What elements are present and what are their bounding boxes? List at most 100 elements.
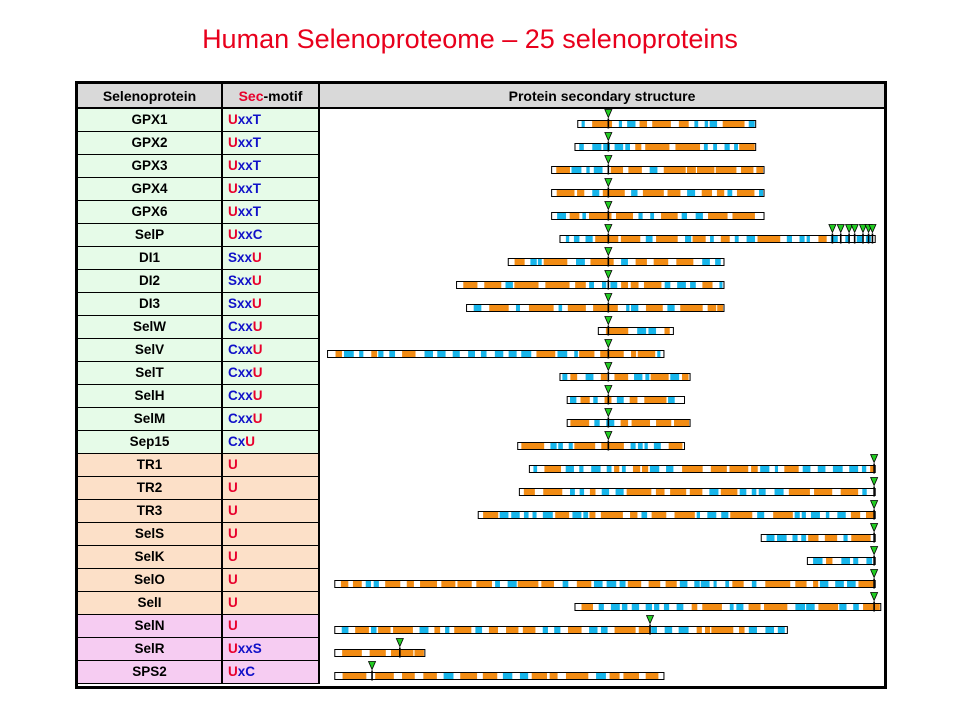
strand-segment [601,282,607,288]
helix-segment [589,489,596,495]
helix-segment [342,673,367,679]
protein-bar-outline [477,511,876,519]
strand-segment [610,282,618,288]
header-motif-label: -motif [263,88,303,104]
strand-segment [618,121,623,127]
helix-segment [824,535,838,541]
helix-segment [393,627,413,633]
selenoprotein-name: Sep15 [78,431,223,454]
helix-segment [614,466,620,472]
strand-segment [654,604,660,610]
sec-motif: UxxT [223,109,320,132]
sec-marker-icon [604,201,613,211]
helix-segment [378,627,391,633]
strand-segment [631,604,640,610]
strand-segment [694,581,700,587]
protein-bar-outline [566,396,686,404]
strand-segment [825,512,830,518]
helix-segment [371,351,378,357]
strand-segment [468,351,475,357]
strand-segment [593,397,598,403]
strand-segment [774,466,779,472]
structure-row [334,661,665,681]
strand-segment [713,144,718,150]
strand-segment [792,535,798,541]
strand-segment [670,374,680,380]
sec-motif: U [223,500,320,523]
helix-segment [715,167,737,173]
helix-segment [602,190,625,196]
strand-segment [621,604,628,610]
protein-bar-outline [327,350,665,358]
strand-segment [649,466,660,472]
strand-segment [794,512,800,518]
helix-segment [732,581,744,587]
strand-segment [625,144,630,150]
helix-segment [704,627,711,633]
helix-segment [818,604,839,610]
strand-segment [579,466,584,472]
strand-segment [511,512,520,518]
strand-segment [614,144,624,150]
strand-segment [591,466,601,472]
helix-segment [544,466,562,472]
helix-segment [701,190,713,196]
helix-segment [642,190,664,196]
header-sec-motif: Sec-motif [223,84,320,109]
strand-segment [365,581,372,587]
header-sec-label: Sec [238,88,264,104]
strand-segment [802,466,811,472]
strand-segment [866,558,873,564]
selenoprotein-name: SelH [78,385,223,408]
strand-segment [619,581,626,587]
strand-segment [862,489,867,495]
strand-segment [499,512,509,518]
helix-segment [600,351,624,357]
protein-bar-outline [559,373,691,381]
helix-segment [665,581,677,587]
structure-row [566,385,686,405]
helix-segment [628,167,642,173]
strand-segment [679,581,688,587]
helix-segment [650,374,669,380]
helix-segment [652,121,671,127]
helix-segment [631,420,651,426]
strand-segment [569,397,577,403]
selenoprotein-name: SelT [78,362,223,385]
structure-row [760,523,879,543]
helix-segment [738,627,745,633]
sec-motif: CxxU [223,385,320,408]
helix-segment [708,213,728,219]
helix-segment [574,443,596,449]
helix-segment [756,167,764,173]
helix-segment [655,489,665,495]
strand-segment [592,190,600,196]
strand-segment [703,144,708,150]
helix-segment [476,581,493,587]
helix-segment [757,236,781,242]
selenoprotein-name: SelM [78,408,223,431]
protein-bar-outline [334,649,426,657]
helix-segment [645,673,659,679]
selenoprotein-name: SelO [78,569,223,592]
selenoprotein-name: SelV [78,339,223,362]
protein-bar-fill [598,327,674,335]
selenoprotein-name: GPX4 [78,178,223,201]
selenoprotein-name: SelR [78,638,223,661]
helix-segment [579,351,595,357]
sec-motif: CxxU [223,339,320,362]
helix-segment [720,489,738,495]
sec-motif: U [223,615,320,638]
helix-segment [576,581,592,587]
strand-segment [542,627,548,633]
strand-segment [751,581,757,587]
protein-bar-outline [574,603,882,611]
strand-segment [715,259,721,265]
helix-segment [580,397,590,403]
helix-segment [784,466,799,472]
strand-segment [573,236,580,242]
strand-segment [600,627,608,633]
strand-segment [341,627,349,633]
strand-segment [585,374,594,380]
strand-segment [853,604,859,610]
